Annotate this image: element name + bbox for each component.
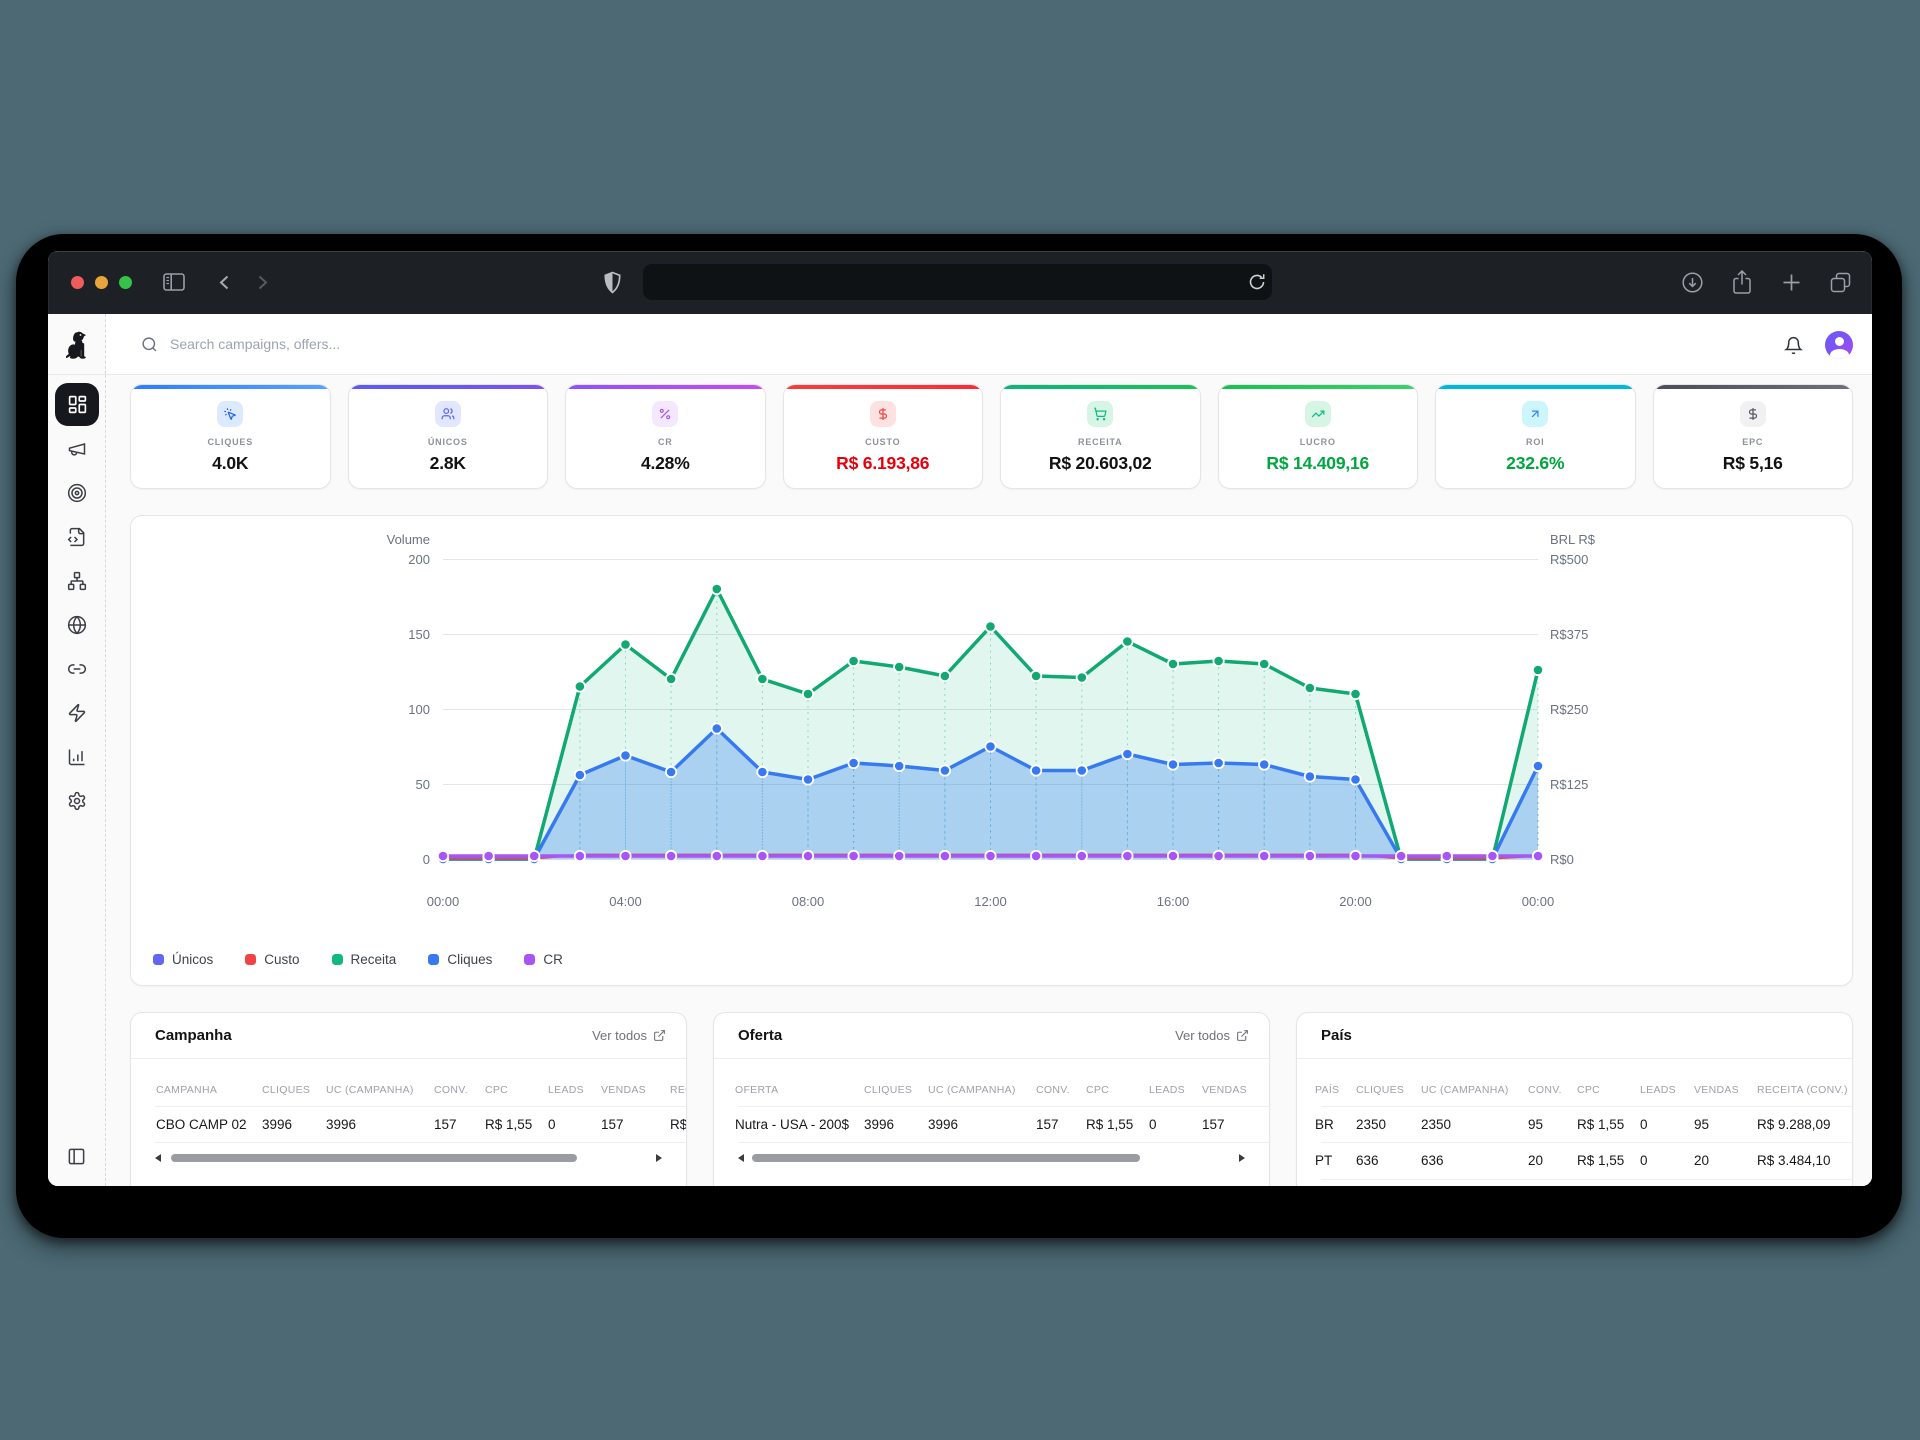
svg-text:200: 200 bbox=[408, 552, 430, 567]
svg-text:150: 150 bbox=[408, 627, 430, 642]
svg-text:12:00: 12:00 bbox=[974, 894, 1007, 909]
svg-text:50: 50 bbox=[416, 777, 430, 792]
svg-text:R$0: R$0 bbox=[1550, 852, 1574, 867]
svg-text:Volume: Volume bbox=[387, 532, 430, 547]
svg-text:08:00: 08:00 bbox=[792, 894, 825, 909]
svg-text:16:00: 16:00 bbox=[1157, 894, 1190, 909]
svg-text:0: 0 bbox=[423, 852, 430, 867]
svg-text:100: 100 bbox=[408, 702, 430, 717]
svg-text:BRL R$: BRL R$ bbox=[1550, 532, 1596, 547]
svg-text:00:00: 00:00 bbox=[1522, 894, 1555, 909]
svg-text:R$125: R$125 bbox=[1550, 777, 1588, 792]
svg-text:00:00: 00:00 bbox=[427, 894, 460, 909]
svg-text:R$250: R$250 bbox=[1550, 702, 1588, 717]
svg-text:20:00: 20:00 bbox=[1339, 894, 1372, 909]
svg-text:04:00: 04:00 bbox=[609, 894, 642, 909]
svg-text:R$375: R$375 bbox=[1550, 627, 1588, 642]
svg-text:R$500: R$500 bbox=[1550, 552, 1588, 567]
